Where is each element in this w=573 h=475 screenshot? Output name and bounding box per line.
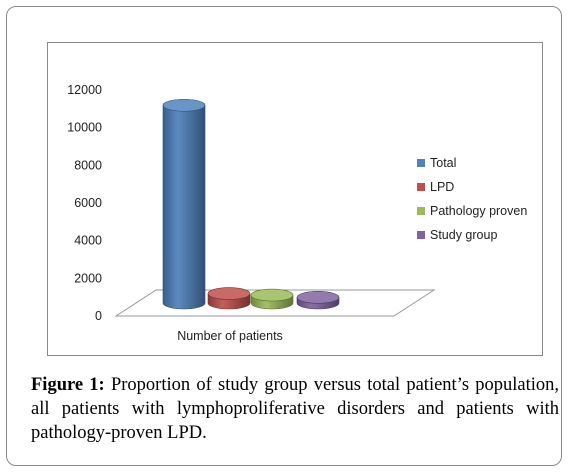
legend-label: Total — [430, 156, 456, 170]
legend-swatch — [417, 207, 425, 215]
chart-area: 0 2000 4000 6000 8000 10000 12000 Number of pat… — [47, 42, 543, 356]
bar-top-study-group — [296, 291, 340, 304]
legend-label: LPD — [430, 180, 454, 194]
y-tick-label: 12000 — [67, 83, 102, 97]
legend-swatch — [417, 183, 425, 191]
bar-chart: 0 2000 4000 6000 8000 10000 12000 Number of pat… — [67, 83, 527, 343]
y-tick-label: 6000 — [74, 196, 102, 210]
legend-label: Study group — [430, 228, 497, 242]
figure-caption: Figure 1: Proportion of study group vers… — [31, 373, 559, 445]
x-axis-label: Number of patients — [177, 329, 283, 343]
y-tick-label: 10000 — [67, 121, 102, 135]
y-tick-label: 0 — [95, 309, 102, 323]
y-tick-label: 4000 — [74, 234, 102, 248]
caption-text: Proportion of study group versus total p… — [31, 375, 560, 443]
bar-top-lpd — [207, 287, 251, 300]
legend-swatch — [417, 231, 425, 239]
legend-swatch — [417, 159, 425, 167]
figure-label: Figure 1: — [31, 375, 105, 395]
y-tick-label: 8000 — [74, 158, 102, 172]
y-tick-label: 2000 — [74, 271, 102, 285]
bar-total — [162, 104, 206, 310]
bar-top-total — [162, 98, 206, 112]
bar-top-pathology-proven — [250, 288, 294, 302]
legend-label: Pathology proven — [430, 204, 527, 218]
figure-frame: 0 2000 4000 6000 8000 10000 12000 Number of pat… — [6, 6, 562, 466]
